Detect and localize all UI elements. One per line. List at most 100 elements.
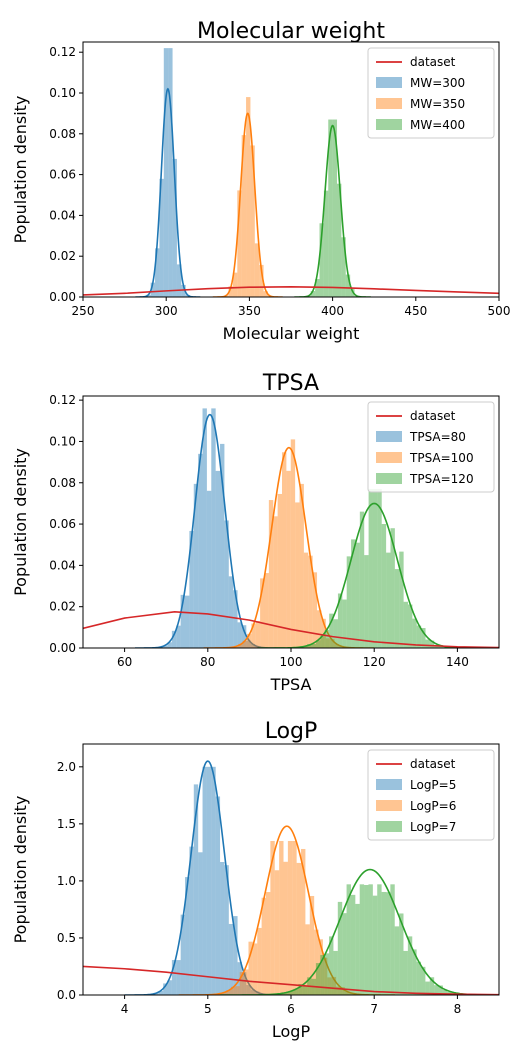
legend-label: MW=350 <box>410 97 465 111</box>
plot-area <box>83 408 499 648</box>
hist-bar <box>296 862 302 995</box>
x-tick-label: 80 <box>200 655 215 669</box>
hist-bar <box>198 852 203 995</box>
hist-bar <box>377 488 382 648</box>
hist-bar <box>337 183 342 297</box>
hist-bar <box>442 989 448 995</box>
hist-bar <box>260 578 265 648</box>
hist-bar <box>302 646 308 648</box>
legend-swatch <box>376 452 402 463</box>
hist-bar <box>336 986 341 995</box>
series-2-bars <box>220 439 361 648</box>
x-axis-label: Molecular weight <box>223 324 360 343</box>
hist-bar <box>337 901 343 995</box>
hist-bar <box>226 990 231 995</box>
legend-label: dataset <box>410 757 456 771</box>
hist-bar <box>238 643 243 648</box>
plot-area <box>83 48 499 297</box>
hist-bar <box>283 861 288 995</box>
hist-bar <box>228 923 234 995</box>
hist-bar <box>279 840 284 995</box>
x-tick-label: 8 <box>454 1002 462 1016</box>
hist-bar <box>318 939 323 995</box>
hist-bar <box>261 897 266 995</box>
y-tick-label: 0.10 <box>49 434 76 448</box>
hist-bar <box>254 243 260 297</box>
hist-bar <box>282 452 287 648</box>
hist-bar <box>421 966 426 995</box>
hist-bar <box>322 957 328 995</box>
hist-bar <box>146 294 151 297</box>
axes-frame <box>82 41 500 298</box>
legend-label: MW=300 <box>410 76 465 90</box>
hist-bar <box>412 949 417 995</box>
hist-bar <box>312 572 318 648</box>
hist-bar <box>171 630 177 648</box>
hist-bar <box>168 48 173 297</box>
hist-bar <box>198 453 203 648</box>
hist-bar <box>241 972 247 995</box>
hist-bar <box>287 840 293 995</box>
hist-bar <box>159 178 164 297</box>
hist-bar <box>171 960 177 995</box>
hist-bar <box>255 646 260 648</box>
hist-bar <box>264 573 269 648</box>
hist-bar <box>408 604 413 648</box>
kde-line <box>257 502 491 648</box>
hist-bar <box>180 914 186 995</box>
hist-bar <box>246 640 251 648</box>
legend-label: dataset <box>410 55 456 69</box>
hist-bar <box>381 524 387 648</box>
hist-bar <box>350 894 356 995</box>
hist-bar <box>359 511 365 648</box>
x-axis-label: TPSA <box>270 675 312 694</box>
hist-bar <box>315 279 320 297</box>
hist-bar <box>320 635 325 648</box>
hist-bar <box>215 470 221 648</box>
x-tick-label: 300 <box>155 304 178 318</box>
x-tick-label: 60 <box>117 655 132 669</box>
hist-bar <box>215 796 221 995</box>
legend-swatch <box>376 98 402 109</box>
hist-bar <box>399 551 404 648</box>
hist-bar <box>390 528 395 648</box>
x-tick-label: 5 <box>204 1002 212 1016</box>
hist-bar <box>333 950 338 995</box>
hist-bar <box>193 483 199 648</box>
hist-bar <box>377 884 382 995</box>
hist-bar <box>368 884 373 995</box>
hist-bar <box>222 992 227 995</box>
legend-label: TPSA=100 <box>409 451 474 465</box>
y-tick-label: 0.04 <box>49 208 76 222</box>
y-tick-label: 0.08 <box>49 476 76 490</box>
hist-bar <box>334 644 339 648</box>
hist-bar <box>233 590 238 648</box>
hist-bar <box>381 891 386 995</box>
hist-bar <box>246 97 251 297</box>
hist-bar <box>372 895 378 995</box>
hist-bar <box>292 840 297 995</box>
hist-bar <box>246 985 251 995</box>
chart-title: LogP <box>265 719 318 744</box>
hist-bar <box>277 493 283 648</box>
hist-bar <box>355 903 360 995</box>
hist-bar <box>346 556 352 648</box>
hist-bar <box>176 625 181 648</box>
y-tick-label: 0.12 <box>49 45 76 59</box>
hist-bar <box>246 633 252 648</box>
hist-bar <box>438 985 443 995</box>
hist-bar <box>290 439 296 648</box>
series-2-bars <box>200 840 376 995</box>
x-tick-label: 6 <box>287 1002 295 1016</box>
hist-bar <box>185 595 190 648</box>
x-tick-label: 140 <box>446 655 469 669</box>
hist-bar <box>316 640 321 648</box>
hist-bar <box>394 569 400 648</box>
hist-bar <box>301 848 306 995</box>
hist-bar <box>295 502 300 648</box>
hist-bar <box>319 223 324 297</box>
legend-label: TPSA=120 <box>409 472 474 486</box>
hist-bar <box>308 555 313 648</box>
dataset-line <box>83 965 499 995</box>
hist-bar <box>333 619 338 648</box>
